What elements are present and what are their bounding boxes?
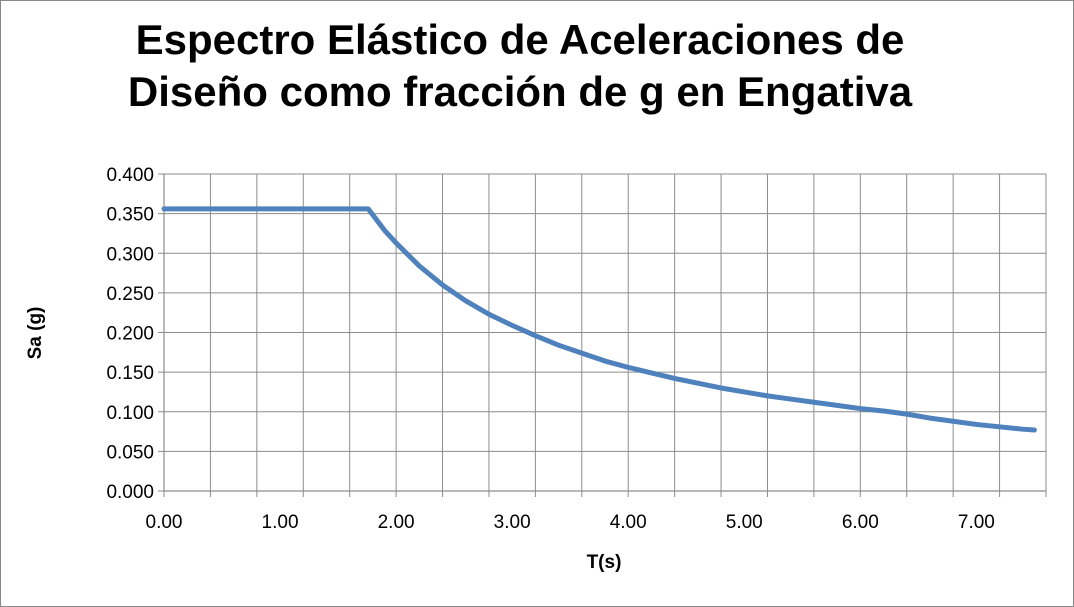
x-tick-label: 2.00 — [378, 512, 415, 533]
series-layer — [161, 206, 1037, 433]
y-tick-label: 0.250 — [106, 284, 154, 305]
x-tick-label: 4.00 — [610, 512, 647, 533]
grid — [163, 173, 1047, 492]
y-tick-label: 0.000 — [106, 482, 154, 503]
series-line — [161, 206, 1037, 433]
y-axis-label: Sa (g) — [25, 307, 46, 360]
chart-title-line-1: Espectro Elástico de Aceleraciones de — [135, 16, 905, 63]
chart-title-line-2: Diseño como fracción de g en Engativa — [127, 68, 913, 115]
tick-labels: 0.000 0.050 0.100 0.150 0.200 0.250 0.300 0.350… — [106, 165, 994, 533]
axes — [158, 173, 1047, 497]
x-tick-label: 5.00 — [726, 512, 763, 533]
y-tick-label: 0.350 — [106, 205, 154, 226]
x-tick-label: 1.00 — [262, 512, 299, 533]
y-tick-label: 0.150 — [106, 363, 154, 384]
x-tick-label: 6.00 — [842, 512, 879, 533]
y-tick-label: 0.100 — [106, 403, 154, 424]
y-tick-label: 0.200 — [106, 324, 154, 345]
y-tick-label: 0.300 — [106, 244, 154, 265]
x-axis-label: T(s) — [587, 552, 622, 573]
y-tick-label: 0.400 — [106, 165, 154, 186]
chart-title: Espectro Elástico de Aceleraciones de Di… — [0, 14, 1040, 118]
x-tick-label: 3.00 — [494, 512, 531, 533]
x-tick-label: 0.00 — [146, 512, 183, 533]
y-tick-label: 0.050 — [106, 442, 154, 463]
x-tick-label: 7.00 — [958, 512, 995, 533]
